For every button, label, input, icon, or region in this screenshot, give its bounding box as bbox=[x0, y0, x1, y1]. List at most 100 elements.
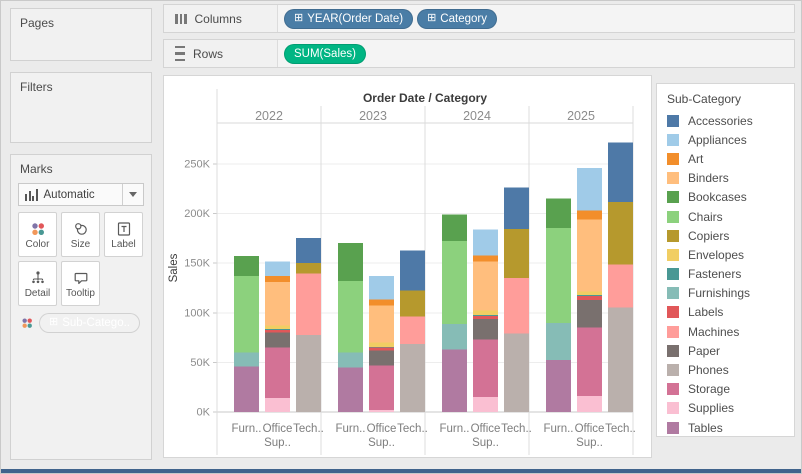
bar-segment-copiers-2022[interactable] bbox=[296, 262, 321, 274]
detail-button[interactable]: Detail bbox=[18, 261, 57, 306]
bar-segment-art-2025[interactable] bbox=[577, 210, 602, 220]
bar-segment-chairs-2024[interactable] bbox=[442, 240, 467, 325]
bar-segment-accessories-2022[interactable] bbox=[296, 238, 321, 263]
year-header-2022[interactable]: 2022 bbox=[255, 109, 283, 123]
legend-item-chairs[interactable]: Chairs bbox=[657, 207, 794, 226]
year-header-2024[interactable]: 2024 bbox=[463, 109, 491, 123]
year-header-2025[interactable]: 2025 bbox=[567, 109, 595, 123]
category-header-office-supplies-2024-line2[interactable]: Sup.. bbox=[472, 437, 499, 449]
bar-segment-chairs-2023[interactable] bbox=[338, 281, 363, 353]
bar-segment-supplies-2025[interactable] bbox=[577, 396, 602, 412]
legend-item-envelopes[interactable]: Envelopes bbox=[657, 245, 794, 264]
label-button[interactable]: Label bbox=[104, 212, 143, 257]
category-header-office-supplies-2023[interactable]: Office bbox=[367, 423, 397, 435]
category-header-technology-2022[interactable]: Tech.. bbox=[293, 423, 324, 435]
bar-segment-envelopes-2025[interactable] bbox=[577, 291, 602, 296]
bar-segment-storage-2022[interactable] bbox=[265, 347, 290, 399]
bar-segment-machines-2022[interactable] bbox=[296, 273, 321, 336]
bar-segment-machines-2024[interactable] bbox=[504, 278, 529, 334]
bar-segment-bookcases-2024[interactable] bbox=[442, 214, 467, 241]
legend-item-supplies[interactable]: Supplies bbox=[657, 399, 794, 418]
legend-item-accessories[interactable]: Accessories bbox=[657, 111, 794, 130]
category-header-technology-2024[interactable]: Tech.. bbox=[501, 423, 532, 435]
bar-segment-bookcases-2022[interactable] bbox=[234, 256, 259, 276]
bar-segment-furnishings-2023[interactable] bbox=[338, 352, 363, 368]
bar-segment-labels-2023[interactable] bbox=[369, 347, 394, 351]
bar-segment-phones-2025[interactable] bbox=[608, 307, 633, 412]
category-header-furniture-2023[interactable]: Furn.. bbox=[335, 423, 365, 435]
bar-segment-accessories-2025[interactable] bbox=[608, 142, 633, 202]
bar-segment-machines-2025[interactable] bbox=[608, 264, 633, 308]
legend-item-storage[interactable]: Storage bbox=[657, 380, 794, 399]
bar-segment-bookcases-2025[interactable] bbox=[546, 198, 571, 229]
bar-segment-chairs-2022[interactable] bbox=[234, 275, 259, 353]
pill-year-order-date[interactable]: ⊞ YEAR(Order Date) bbox=[284, 8, 414, 29]
bar-segment-envelopes-2024[interactable] bbox=[473, 310, 498, 316]
bar-segment-labels-2025[interactable] bbox=[577, 296, 602, 300]
expand-icon[interactable]: ⊞ bbox=[49, 316, 59, 328]
bar-segment-art-2023[interactable] bbox=[369, 299, 394, 306]
bar-segment-paper-2025[interactable] bbox=[577, 299, 602, 328]
bar-segment-chairs-2025[interactable] bbox=[546, 228, 571, 323]
bar-segment-accessories-2024[interactable] bbox=[504, 187, 529, 229]
legend-item-furnishings[interactable]: Furnishings bbox=[657, 284, 794, 303]
category-header-office-supplies-2022-line2[interactable]: Sup.. bbox=[264, 437, 291, 449]
bar-segment-phones-2023[interactable] bbox=[400, 344, 425, 412]
bar-segment-supplies-2024[interactable] bbox=[473, 397, 498, 412]
bar-segment-furnishings-2022[interactable] bbox=[234, 352, 259, 367]
legend-item-labels[interactable]: Labels bbox=[657, 303, 794, 322]
bar-segment-envelopes-2022[interactable] bbox=[265, 325, 290, 330]
rows-pill-track[interactable]: SUM(Sales) bbox=[278, 40, 794, 67]
bar-segment-copiers-2023[interactable] bbox=[400, 290, 425, 317]
legend-item-art[interactable]: Art bbox=[657, 149, 794, 168]
bar-segment-fasteners-2023[interactable] bbox=[369, 347, 394, 348]
bar-segment-copiers-2024[interactable] bbox=[504, 228, 529, 279]
legend-item-appliances[interactable]: Appliances bbox=[657, 130, 794, 149]
bar-segment-tables-2023[interactable] bbox=[338, 367, 363, 412]
bar-segment-labels-2024[interactable] bbox=[473, 316, 498, 319]
bar-segment-paper-2024[interactable] bbox=[473, 318, 498, 340]
legend-item-fasteners[interactable]: Fasteners bbox=[657, 265, 794, 284]
legend-item-phones[interactable]: Phones bbox=[657, 360, 794, 379]
bar-segment-envelopes-2023[interactable] bbox=[369, 342, 394, 348]
tooltip-button[interactable]: Tooltip bbox=[61, 261, 100, 306]
legend-item-binders[interactable]: Binders bbox=[657, 169, 794, 188]
bar-segment-fasteners-2022[interactable] bbox=[265, 329, 290, 330]
category-header-technology-2023[interactable]: Tech.. bbox=[397, 423, 428, 435]
columns-shelf[interactable]: Columns ⊞ YEAR(Order Date) ⊞ Category bbox=[163, 4, 795, 33]
pill-category[interactable]: ⊞ Category bbox=[417, 8, 497, 29]
category-header-office-supplies-2025[interactable]: Office bbox=[575, 423, 605, 435]
bar-segment-accessories-2023[interactable] bbox=[400, 250, 425, 291]
bar-segment-supplies-2023[interactable] bbox=[369, 410, 394, 412]
bar-segment-binders-2024[interactable] bbox=[473, 261, 498, 311]
category-header-furniture-2025[interactable]: Furn.. bbox=[543, 423, 573, 435]
columns-pill-track[interactable]: ⊞ YEAR(Order Date) ⊞ Category bbox=[278, 5, 794, 32]
category-header-office-supplies-2024[interactable]: Office bbox=[471, 423, 501, 435]
bar-segment-storage-2023[interactable] bbox=[369, 365, 394, 411]
color-button[interactable]: Color bbox=[18, 212, 57, 257]
category-header-technology-2025[interactable]: Tech.. bbox=[605, 423, 636, 435]
bar-segment-binders-2023[interactable] bbox=[369, 305, 394, 343]
rows-shelf[interactable]: Rows SUM(Sales) bbox=[163, 39, 795, 68]
bar-segment-fasteners-2025[interactable] bbox=[577, 295, 602, 297]
category-header-office-supplies-2023-line2[interactable]: Sup.. bbox=[368, 437, 395, 449]
bar-segment-tables-2025[interactable] bbox=[546, 359, 571, 412]
expand-icon[interactable]: ⊞ bbox=[427, 11, 437, 24]
bar-segment-binders-2025[interactable] bbox=[577, 219, 602, 292]
pill-sub-category[interactable]: ⊞ Sub-Catego.. bbox=[39, 313, 140, 333]
bar-segment-supplies-2022[interactable] bbox=[265, 398, 290, 412]
category-header-office-supplies-2022[interactable]: Office bbox=[263, 423, 293, 435]
size-button[interactable]: Size bbox=[61, 212, 100, 257]
mark-type-dropdown[interactable]: Automatic bbox=[18, 183, 144, 206]
bar-segment-appliances-2024[interactable] bbox=[473, 229, 498, 256]
bar-segment-tables-2022[interactable] bbox=[234, 366, 259, 412]
legend-item-paper[interactable]: Paper bbox=[657, 341, 794, 360]
category-header-office-supplies-2025-line2[interactable]: Sup.. bbox=[576, 437, 603, 449]
bar-segment-labels-2022[interactable] bbox=[265, 329, 290, 333]
bar-segment-phones-2022[interactable] bbox=[296, 335, 321, 412]
bar-segment-machines-2023[interactable] bbox=[400, 316, 425, 345]
bar-segment-copiers-2025[interactable] bbox=[608, 201, 633, 265]
bar-segment-binders-2022[interactable] bbox=[265, 282, 290, 326]
legend-item-bookcases[interactable]: Bookcases bbox=[657, 188, 794, 207]
bar-segment-furnishings-2025[interactable] bbox=[546, 322, 571, 360]
